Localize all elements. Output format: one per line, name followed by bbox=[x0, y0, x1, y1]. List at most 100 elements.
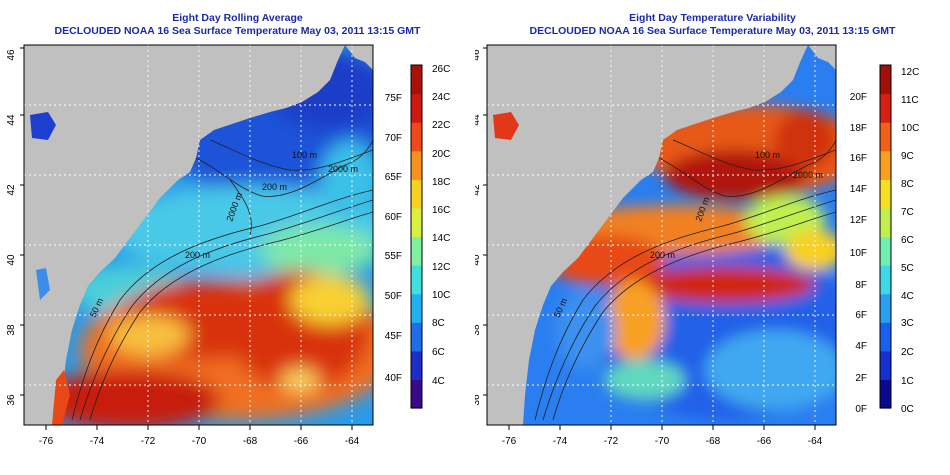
variability-colorbar-celsius: 12C 11C 10C 9C 8C 7C 6C 5C 4C 3C 2C 1C 0… bbox=[901, 67, 919, 415]
lon-tick: -66 bbox=[757, 436, 772, 447]
colorbar-segment bbox=[411, 379, 422, 409]
cbar-c-label: 14C bbox=[432, 233, 450, 244]
cbar-f-label: 20F bbox=[850, 92, 867, 103]
lon-tick: -72 bbox=[604, 436, 619, 447]
average-colorbar-frame bbox=[410, 64, 423, 409]
cbar-f-label: 8F bbox=[855, 280, 867, 291]
colorbar-segment bbox=[411, 179, 422, 209]
cbar-c-label: 10C bbox=[901, 123, 919, 134]
contour-label-100m: 100 m bbox=[755, 150, 780, 160]
contour-label-200m: 200 m bbox=[185, 250, 210, 260]
average-title: Eight Day Rolling Average bbox=[172, 12, 303, 24]
average-colorbar bbox=[411, 65, 422, 409]
average-panel: Eight Day Rolling Average DECLOUDED NOAA… bbox=[6, 12, 450, 447]
colorbar-segment bbox=[880, 93, 891, 123]
contour-label-200m-upper: 200 m bbox=[262, 182, 287, 192]
cbar-f-label: 75F bbox=[385, 93, 402, 104]
cbar-f-label: 70F bbox=[385, 133, 402, 144]
colorbar-segment bbox=[880, 179, 891, 209]
colorbar-segment bbox=[411, 322, 422, 352]
lat-tick: 36 bbox=[6, 394, 17, 406]
lat-tick: 38 bbox=[475, 324, 482, 336]
cbar-f-label: 0F bbox=[855, 404, 867, 415]
lon-tick: -72 bbox=[141, 436, 156, 447]
lat-tick: 42 bbox=[6, 184, 17, 196]
average-colorbar-celsius: 26C 24C 22C 20C 18C 16C 14C 12C 10C 8C 6… bbox=[432, 64, 450, 387]
variability-field: 100 m 2000 m 200 m 200 m 50 m bbox=[487, 45, 836, 425]
cbar-f-label: 12F bbox=[850, 215, 867, 226]
average-lat-axis: 36 38 40 42 44 46 bbox=[6, 49, 17, 406]
contour-label-2000m: 2000 m bbox=[793, 170, 823, 180]
colorbar-segment bbox=[411, 293, 422, 323]
variability-bathymetry-contours bbox=[534, 139, 836, 421]
cbar-c-label: 6C bbox=[901, 235, 914, 246]
lon-tick: -64 bbox=[345, 436, 360, 447]
colorbar-segment bbox=[880, 150, 891, 180]
average-grid bbox=[24, 45, 373, 425]
variability-map-svg: 100 m 2000 m 200 m 200 m 50 m 36 38 40 4… bbox=[475, 44, 919, 447]
cbar-f-label: 14F bbox=[850, 184, 867, 195]
variability-panel: Eight Day Temperature Variability DECLOU… bbox=[475, 0, 950, 475]
cbar-c-label: 8C bbox=[901, 179, 914, 190]
cbar-c-label: 12C bbox=[901, 67, 919, 78]
lon-tick: -64 bbox=[808, 436, 823, 447]
cbar-f-label: 4F bbox=[855, 341, 867, 352]
cbar-c-label: 16C bbox=[432, 205, 450, 216]
contour-label-2000m: 2000 m bbox=[328, 164, 358, 174]
variability-title: Eight Day Temperature Variability bbox=[629, 12, 796, 24]
lat-tick: 38 bbox=[6, 324, 17, 336]
cbar-c-label: 11C bbox=[901, 95, 919, 106]
lat-tick: 36 bbox=[475, 394, 482, 406]
colorbar-segment bbox=[880, 207, 891, 238]
colorbar-segment bbox=[880, 350, 891, 381]
cbar-c-label: 5C bbox=[901, 263, 914, 274]
lat-tick: 40 bbox=[6, 254, 17, 266]
colorbar-segment bbox=[411, 265, 422, 295]
variability-colorbar-frame bbox=[879, 64, 892, 409]
lon-tick: -68 bbox=[706, 436, 721, 447]
lon-tick: -70 bbox=[655, 436, 670, 447]
lat-tick: 42 bbox=[475, 184, 482, 196]
colorbar-segment bbox=[880, 236, 891, 266]
average-sst-field: 100 m 2000 m 200 m 2000 m 200 m 50 m bbox=[24, 45, 373, 425]
cbar-c-label: 0C bbox=[901, 404, 914, 415]
cbar-f-label: 6F bbox=[855, 310, 867, 321]
colorbar-segment bbox=[411, 93, 422, 123]
colorbar-segment bbox=[411, 207, 422, 238]
colorbar-segment bbox=[411, 350, 422, 381]
cbar-c-label: 2C bbox=[901, 347, 914, 358]
lat-tick: 46 bbox=[6, 49, 17, 61]
colorbar-segment bbox=[880, 322, 891, 352]
cbar-c-label: 1C bbox=[901, 376, 914, 387]
colorbar-segment bbox=[411, 122, 422, 152]
average-subtitle: DECLOUDED NOAA 16 Sea Surface Temperatur… bbox=[54, 25, 421, 37]
variability-lat-axis: 36 38 40 42 44 46 bbox=[475, 49, 482, 406]
average-lon-axis: -76 -74 -72 -70 -68 -66 -64 bbox=[39, 436, 360, 447]
cbar-c-label: 10C bbox=[432, 290, 450, 301]
cbar-c-label: 7C bbox=[901, 207, 914, 218]
lon-tick: -68 bbox=[243, 436, 258, 447]
cbar-f-label: 55F bbox=[385, 251, 402, 262]
cbar-c-label: 8C bbox=[432, 318, 445, 329]
cbar-c-label: 4C bbox=[432, 376, 445, 387]
colorbar-segment bbox=[411, 65, 422, 95]
variability-grid bbox=[487, 45, 836, 425]
cbar-f-label: 50F bbox=[385, 291, 402, 302]
lat-tick: 40 bbox=[475, 254, 482, 266]
cbar-c-label: 6C bbox=[432, 347, 445, 358]
cbar-f-label: 2F bbox=[855, 373, 867, 384]
lon-tick: -76 bbox=[502, 436, 517, 447]
lon-tick: -76 bbox=[39, 436, 54, 447]
cbar-c-label: 26C bbox=[432, 64, 450, 75]
lat-tick: 44 bbox=[6, 114, 17, 126]
cbar-f-label: 10F bbox=[850, 248, 867, 259]
cbar-f-label: 45F bbox=[385, 331, 402, 342]
cbar-c-label: 24C bbox=[432, 92, 450, 103]
cbar-c-label: 22C bbox=[432, 120, 450, 131]
cbar-c-label: 18C bbox=[432, 177, 450, 188]
average-map-svg: 100 m 2000 m 200 m 2000 m 200 m 50 m 36 … bbox=[6, 44, 450, 447]
colorbar-segment bbox=[880, 65, 891, 95]
cbar-f-label: 40F bbox=[385, 373, 402, 384]
contour-label-200m: 200 m bbox=[650, 250, 675, 260]
lon-tick: -66 bbox=[294, 436, 309, 447]
